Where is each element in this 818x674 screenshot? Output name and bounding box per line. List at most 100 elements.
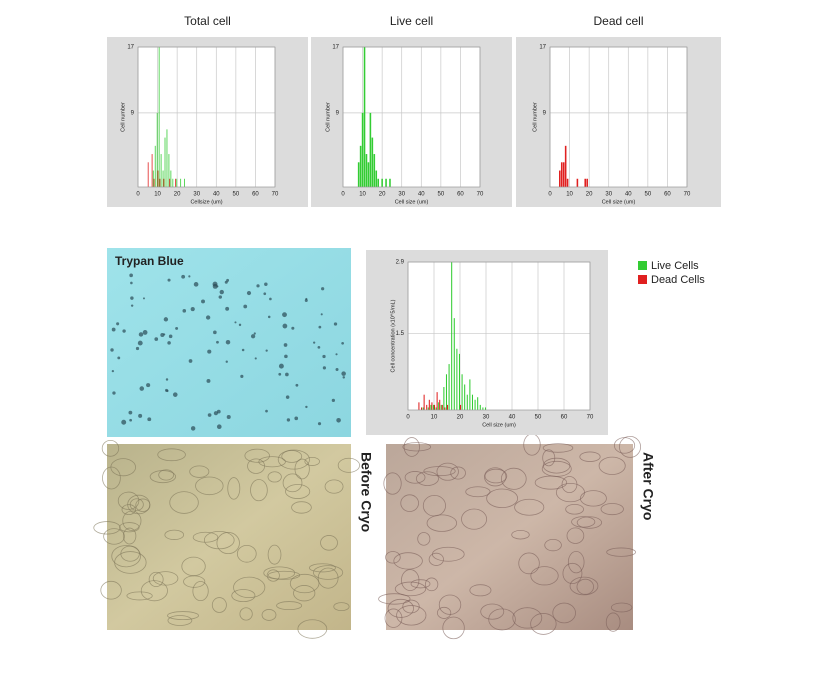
cell-dot [130,281,133,285]
y-tick-label: 9 [543,110,547,116]
cell-dot [111,369,115,373]
cell-outline [387,598,414,618]
cell-dot [256,284,260,288]
cell-outline [542,443,574,453]
cell-dot [313,341,316,344]
cell-dot [116,322,120,326]
cell-outline [126,591,153,601]
cell-outline [267,471,282,483]
cell-outline [619,436,642,458]
cell-dot [241,348,245,352]
cell-dot [285,372,289,377]
cell-dot [139,386,145,391]
cell-outline [428,552,444,566]
cell-dot [278,372,282,376]
cell-outline [500,467,527,490]
x-tick-label: 50 [438,192,445,198]
cell-outline [400,494,419,512]
plot-area [138,47,275,187]
cell-outline [410,579,431,589]
cell-outline [231,589,256,603]
bar [461,374,463,410]
cell-dot [291,326,295,330]
legend-swatch [638,275,647,284]
cell-dot [175,326,179,330]
x-tick-label: 60 [561,415,568,421]
cell-dot [129,418,132,422]
cell-dot [167,278,171,282]
bar [456,348,458,410]
cell-dot [207,349,212,354]
x-tick-label: 30 [483,415,490,421]
cell-outline [122,527,137,545]
bar [147,162,149,187]
cell-dot [219,289,224,295]
cell-outline [211,597,227,613]
image-label: After Cryo [640,452,656,520]
bar [560,162,563,187]
cell-outline [102,466,121,490]
bar [361,112,364,187]
cell-dot [182,309,187,313]
x-tick-label: 70 [272,192,279,198]
bar [156,112,158,187]
x-axis-label: Cell size (um) [482,422,516,428]
plot-border [137,46,276,188]
cell-dot [253,332,256,335]
y-tick-label: 9 [336,110,340,116]
cell-dot [246,291,252,296]
x-tick-label: 30 [605,192,612,198]
legend-swatch [638,261,647,270]
cell-dot [322,366,326,370]
cell-dot [216,424,222,430]
bar [477,397,479,410]
x-tick-label: 10 [359,192,366,198]
y-tick-label: 9 [131,110,135,116]
cell-outline [148,571,164,587]
cell-dot [243,304,248,309]
cell-outline [114,551,147,574]
bar [439,399,441,410]
cell-outline [239,607,253,621]
bar [431,402,433,410]
x-tick-label: 30 [193,192,200,198]
y-axis-label: Cell concentration (x10^5/mL) [390,299,396,372]
bar [426,404,428,410]
bar [154,145,156,187]
x-tick-label: 60 [457,192,464,198]
cell-outline [189,465,210,478]
cell-dot [213,411,218,416]
cell-dot [130,296,134,300]
cell-outline [282,473,303,493]
cell-outline [566,527,585,544]
cell-dot [111,327,116,332]
cell-outline [158,469,175,481]
cell-outline [385,551,401,564]
cell-dot [112,391,116,395]
cell-dot [335,367,339,371]
cell-dot [168,334,173,339]
cell-outline [233,576,266,599]
cell-dot [165,378,169,381]
chart-title: Total cell [184,14,231,28]
cell-dot [138,332,144,337]
image-label: Before Cryo [358,452,374,532]
cell-dot [341,341,344,345]
cell-outline [514,498,545,516]
legend-label: Live Cells [651,260,699,272]
bar [435,407,437,410]
bar [168,154,170,187]
cell-dot [142,330,148,335]
cell-outline [480,603,505,620]
cell-dot [201,299,206,304]
cell-outline [393,552,423,570]
bar [460,404,462,410]
cell-outline [267,570,301,580]
cell-outline [337,457,360,473]
bar [432,404,434,410]
cell-dot [167,341,171,345]
image-label: Trypan Blue [115,254,184,268]
bar [474,399,476,410]
cell-dot [264,282,268,287]
